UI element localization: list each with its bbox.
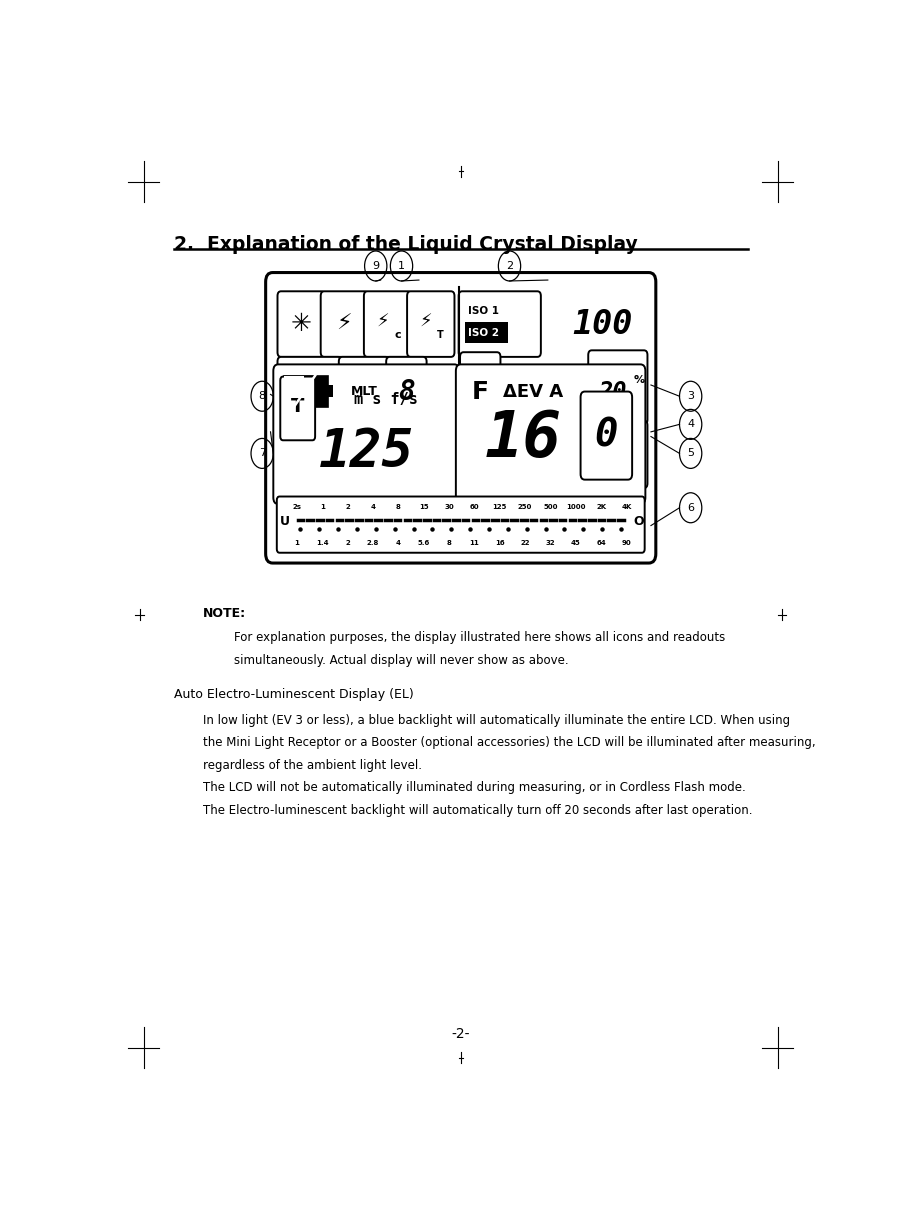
Text: 90: 90 [622, 539, 631, 545]
Text: 22: 22 [521, 539, 530, 545]
Bar [284, 376, 327, 406]
FancyBboxPatch shape [581, 392, 632, 479]
Text: 32: 32 [546, 539, 556, 545]
Text: 4: 4 [370, 504, 376, 510]
FancyBboxPatch shape [364, 291, 411, 357]
FancyBboxPatch shape [456, 364, 645, 504]
Bar [465, 323, 508, 343]
Text: Auto Electro-Luminescent Display (EL): Auto Electro-Luminescent Display (EL) [174, 688, 414, 701]
Text: regardless of the ambient light level.: regardless of the ambient light level. [203, 759, 422, 772]
Text: 125: 125 [493, 504, 507, 510]
Text: 7: 7 [259, 448, 266, 459]
Text: 64: 64 [596, 539, 606, 545]
FancyBboxPatch shape [588, 421, 647, 488]
Text: 9: 9 [372, 260, 379, 271]
Text: 2s: 2s [292, 504, 301, 510]
Text: 2: 2 [345, 504, 350, 510]
Text: 2: 2 [506, 260, 513, 271]
Text: 125: 125 [319, 426, 414, 478]
Text: ⚡: ⚡ [336, 314, 352, 335]
Text: 100: 100 [573, 308, 633, 341]
Text: 8: 8 [447, 539, 451, 545]
Text: c: c [394, 330, 401, 341]
FancyBboxPatch shape [321, 291, 368, 357]
FancyBboxPatch shape [280, 376, 316, 441]
Text: the Mini Light Receptor or a Booster (optional accessories) the LCD will be illu: the Mini Light Receptor or a Booster (op… [203, 736, 815, 750]
Text: 2.  Explanation of the Liquid Crystal Display: 2. Explanation of the Liquid Crystal Dis… [174, 235, 637, 254]
Text: ISO 2: ISO 2 [467, 327, 499, 337]
Text: 1: 1 [398, 260, 405, 271]
Text: ISO 1: ISO 1 [467, 305, 499, 316]
Text: 1: 1 [320, 504, 325, 510]
Text: T: T [291, 397, 305, 416]
Text: The Electro-luminescent backlight will automatically turn off 20 seconds after l: The Electro-luminescent backlight will a… [203, 804, 752, 817]
Text: 1: 1 [295, 539, 299, 545]
Text: In low light (EV 3 or less), a blue backlight will automatically illuminate the : In low light (EV 3 or less), a blue back… [203, 714, 790, 727]
Text: 5: 5 [687, 448, 694, 459]
Text: 5.6: 5.6 [418, 539, 430, 545]
Text: -2-: -2- [451, 1027, 470, 1042]
FancyBboxPatch shape [588, 350, 647, 425]
Text: 6: 6 [687, 503, 694, 512]
Text: 8: 8 [259, 391, 266, 402]
Text: 1000: 1000 [566, 504, 585, 510]
Text: MLT: MLT [351, 385, 378, 398]
Text: 2.8: 2.8 [367, 539, 379, 545]
Text: 4: 4 [396, 539, 401, 545]
Text: 30: 30 [444, 504, 454, 510]
Text: For explanation purposes, the display illustrated here shows all icons and reado: For explanation purposes, the display il… [235, 630, 725, 644]
Text: m s f/s: m s f/s [354, 392, 418, 406]
Text: 500: 500 [543, 504, 557, 510]
FancyBboxPatch shape [266, 273, 656, 563]
Text: NOTE:: NOTE: [203, 607, 246, 621]
Text: 8: 8 [396, 504, 401, 510]
Text: 2: 2 [345, 539, 350, 545]
FancyBboxPatch shape [277, 497, 645, 553]
Text: 20: 20 [599, 381, 627, 404]
FancyBboxPatch shape [458, 291, 541, 357]
FancyBboxPatch shape [407, 291, 455, 357]
FancyBboxPatch shape [278, 291, 325, 357]
FancyBboxPatch shape [278, 357, 342, 422]
Text: 16: 16 [495, 539, 504, 545]
FancyBboxPatch shape [387, 357, 427, 422]
Text: ⚡: ⚡ [377, 313, 389, 331]
Text: ±: ± [610, 445, 626, 464]
Text: F: F [472, 381, 489, 404]
Text: 3: 3 [687, 391, 694, 402]
Text: 4: 4 [687, 420, 694, 430]
Text: 0: 0 [594, 416, 618, 455]
Text: O: O [633, 515, 644, 528]
Text: 250: 250 [518, 504, 532, 510]
FancyBboxPatch shape [460, 352, 501, 425]
Bar [327, 385, 333, 397]
Bar [284, 376, 304, 406]
Text: T: T [437, 330, 444, 341]
Text: ⚡: ⚡ [420, 313, 432, 331]
FancyBboxPatch shape [273, 364, 459, 504]
Text: 2K: 2K [596, 504, 606, 510]
Text: 8: 8 [398, 378, 414, 406]
Text: %: % [634, 375, 645, 386]
Text: The LCD will not be automatically illuminated during measuring, or in Cordless F: The LCD will not be automatically illumi… [203, 781, 745, 795]
Text: 45: 45 [571, 539, 581, 545]
Text: 11: 11 [469, 539, 479, 545]
Text: 15: 15 [419, 504, 429, 510]
Text: ✳: ✳ [290, 312, 312, 336]
Text: 60: 60 [469, 504, 479, 510]
Text: 4K: 4K [621, 504, 632, 510]
Text: 16: 16 [485, 409, 562, 470]
Text: ΔEV A: ΔEV A [503, 383, 563, 402]
FancyBboxPatch shape [339, 357, 389, 422]
Text: simultaneously. Actual display will never show as above.: simultaneously. Actual display will neve… [235, 654, 569, 667]
Text: 1.4: 1.4 [316, 539, 329, 545]
Text: U: U [280, 515, 290, 528]
